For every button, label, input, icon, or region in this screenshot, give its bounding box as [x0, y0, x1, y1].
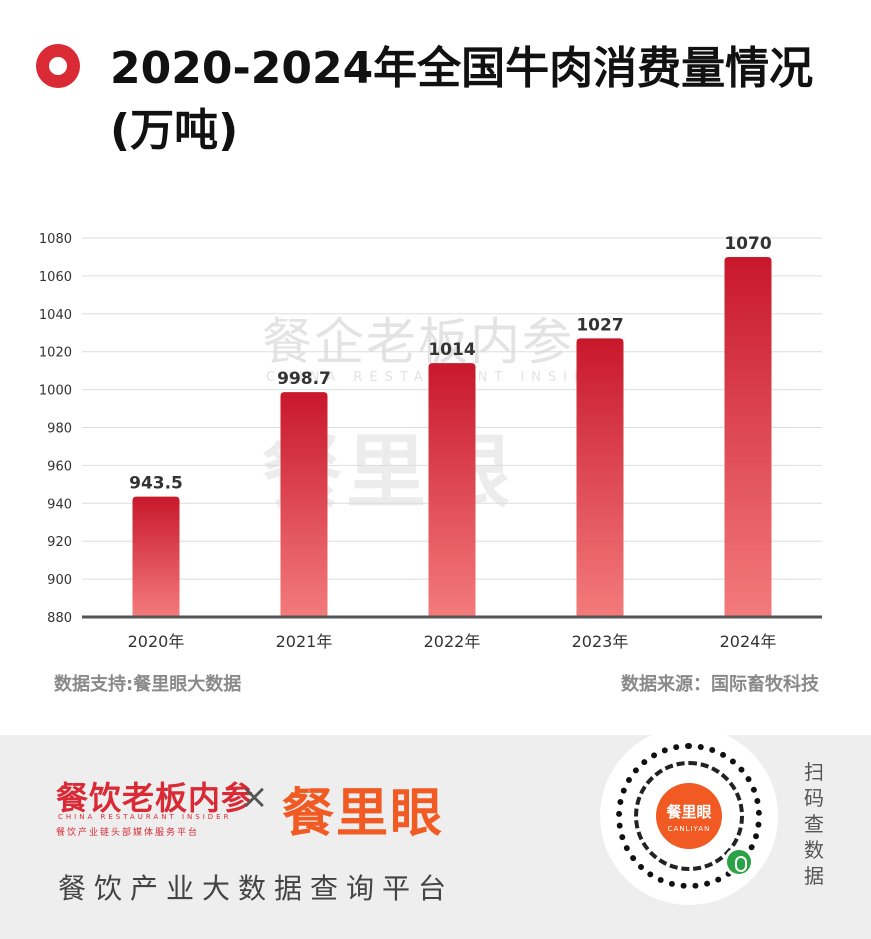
- watermark-cn: 餐企老板内参: [262, 313, 574, 371]
- bar-value-label: 1027: [576, 315, 623, 335]
- value-labels: 943.5 998.7 1014 1027 1070: [129, 234, 772, 494]
- y-tick-label: 1060: [39, 270, 72, 285]
- y-tick-label: 880: [47, 611, 72, 626]
- y-tick-label: 940: [47, 497, 72, 512]
- source-support: 数据支持:餐里眼大数据: [54, 674, 242, 695]
- brand-canyin-subtitle: 餐饮产业链头部媒体服务平台: [56, 828, 200, 838]
- bar-2021年: [280, 392, 328, 617]
- y-tick-label: 960: [47, 459, 72, 474]
- bars: [132, 256, 772, 617]
- x-tick-label: 2021年: [276, 632, 333, 651]
- ring-icon: [36, 44, 80, 88]
- qr-pattern-outer: [616, 743, 762, 889]
- footer-banner: 餐饮老板内参 CHINA RESTAURANT INSIDER 餐饮产业链头部媒…: [0, 727, 871, 939]
- y-tick-label: 920: [47, 535, 72, 550]
- bar-2022年: [428, 363, 476, 617]
- y-tick-label: 1020: [39, 346, 72, 361]
- y-tick-label: 980: [47, 422, 72, 437]
- y-tick-label: 1080: [39, 232, 72, 247]
- bar-value-label: 998.7: [277, 369, 331, 389]
- bar-2023年: [576, 338, 624, 617]
- source-origin: 数据来源：国际畜牧科技: [621, 674, 819, 695]
- brand-canyin-logo: 餐饮老板内参: [56, 779, 255, 817]
- brand-canyin-en: CHINA RESTAURANT INSIDER: [58, 813, 232, 821]
- qr-logo-cn: 餐里眼: [666, 803, 712, 821]
- chart-title: 2020-2024年全国牛肉消费量情况(万吨): [110, 43, 814, 156]
- y-tick-label: 1000: [39, 384, 72, 399]
- scan-prompt: 扫码查数据: [804, 760, 824, 888]
- x-axis-ticks: 2020年 2021年 2022年 2023年 2024年: [128, 632, 777, 651]
- bar-2020年: [132, 496, 180, 617]
- times-icon: ×: [240, 777, 269, 817]
- brand-canliyan-logo: 餐里眼: [282, 784, 445, 844]
- mini-program-icon: [724, 847, 754, 877]
- chart-card: 2020-2024年全国牛肉消费量情况(万吨) 餐企老板内参 CHINA RES…: [36, 43, 822, 695]
- qr-pattern-inner: [634, 761, 744, 871]
- bar-value-label: 1014: [428, 340, 475, 360]
- bar-chart: 880 900 920 940 960 980 1000 1020 1040 1060 1080 9…: [39, 232, 822, 651]
- qr-logo-en: CANLIYAN: [667, 825, 711, 833]
- qr-logo: 餐里眼 CANLIYAN: [656, 783, 722, 849]
- bar-value-label: 1070: [724, 234, 771, 254]
- qr-code[interactable]: 餐里眼 CANLIYAN: [600, 727, 778, 905]
- x-tick-label: 2020年: [128, 632, 185, 651]
- y-axis-ticks: 880 900 920 940 960 980 1000 1020 1040 1060 1080: [39, 232, 72, 626]
- y-tick-label: 900: [47, 573, 72, 588]
- x-tick-label: 2022年: [424, 632, 481, 651]
- bar-value-label: 943.5: [129, 474, 183, 494]
- y-tick-label: 1040: [39, 308, 72, 323]
- x-tick-label: 2024年: [720, 632, 777, 651]
- bar-2024年: [724, 256, 772, 617]
- slogan: 餐饮产业大数据查询平台: [58, 872, 455, 905]
- x-tick-label: 2023年: [572, 632, 629, 651]
